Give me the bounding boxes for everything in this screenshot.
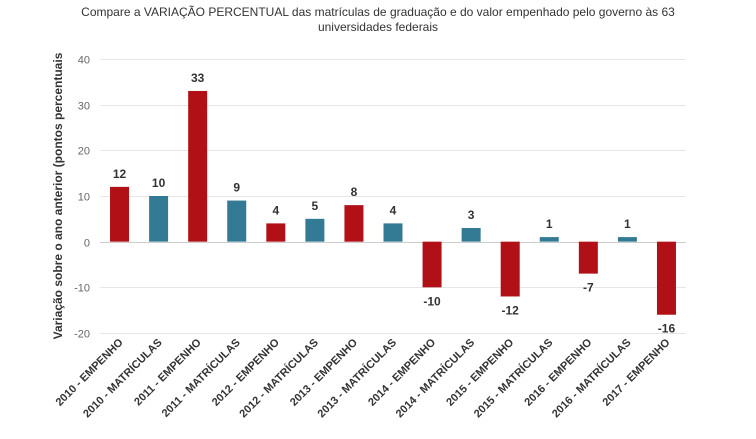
gridlines bbox=[100, 59, 686, 334]
x-tick-label: 2011 - EMPENHO bbox=[132, 336, 204, 408]
bar bbox=[617, 237, 637, 242]
bar bbox=[266, 223, 286, 242]
bars bbox=[110, 90, 676, 315]
data-label: 1 bbox=[624, 217, 631, 231]
x-tick-label: 2013 - MATRÍCULAS bbox=[315, 336, 399, 420]
data-label: -10 bbox=[423, 294, 441, 308]
bar bbox=[305, 218, 325, 242]
data-label: 8 bbox=[351, 185, 358, 199]
bar bbox=[149, 196, 169, 242]
data-label: 10 bbox=[152, 176, 166, 190]
x-tick-label: 2012 - EMPENHO bbox=[210, 336, 282, 408]
x-tick-label: 2011 - MATRÍCULAS bbox=[159, 336, 243, 420]
data-label: 9 bbox=[233, 181, 240, 195]
y-tick-label: 20 bbox=[78, 146, 90, 158]
bar bbox=[110, 186, 130, 242]
data-label: 4 bbox=[390, 203, 397, 217]
y-axis-label: Variação sobre o ano anterior (pontos pe… bbox=[51, 52, 65, 339]
bar bbox=[461, 227, 481, 242]
bar bbox=[578, 241, 598, 274]
y-tick-label: -20 bbox=[74, 329, 90, 341]
x-tick-label: 2010 - EMPENHO bbox=[54, 336, 126, 408]
y-tick-label: -10 bbox=[74, 283, 90, 295]
x-tick-label: 2014 - EMPENHO bbox=[366, 336, 438, 408]
bar bbox=[344, 205, 364, 242]
y-tick-label: 30 bbox=[78, 101, 90, 113]
bar bbox=[188, 90, 208, 242]
chart-title-line-1: Compare a VARIAÇÃO PERCENTUAL das matríc… bbox=[81, 5, 675, 19]
chart-title-line-2: universidades federais bbox=[318, 20, 438, 34]
x-tick-label: 2013 - EMPENHO bbox=[288, 336, 360, 408]
x-tick-label: 2015 - MATRÍCULAS bbox=[471, 336, 555, 420]
data-label: 12 bbox=[113, 167, 127, 181]
data-label: -16 bbox=[658, 322, 676, 336]
data-label: 5 bbox=[312, 199, 319, 213]
x-tick-label: 2014 - MATRÍCULAS bbox=[393, 336, 477, 420]
x-tick-label: 2017 - EMPENHO bbox=[601, 336, 673, 408]
bar bbox=[422, 241, 442, 288]
bar bbox=[539, 237, 559, 242]
x-tick-label: 2012 - MATRÍCULAS bbox=[237, 336, 321, 420]
bar bbox=[383, 223, 403, 242]
data-label: -12 bbox=[502, 303, 520, 317]
data-label: 4 bbox=[272, 203, 279, 217]
data-label: -7 bbox=[583, 281, 594, 295]
x-tick-label: 2016 - MATRÍCULAS bbox=[549, 336, 633, 420]
bar bbox=[227, 200, 247, 242]
data-label: 1 bbox=[546, 217, 553, 231]
bar bbox=[500, 241, 520, 297]
x-tick-label: 2015 - EMPENHO bbox=[444, 336, 516, 408]
x-tick-label: 2016 - EMPENHO bbox=[522, 336, 594, 408]
data-label: 33 bbox=[191, 71, 205, 85]
data-labels: 12 10 33 9 4 5 8 4 -10 3 -12 1 -7 1 -16 bbox=[113, 71, 676, 336]
y-tick-label: 10 bbox=[78, 192, 90, 204]
bar bbox=[656, 241, 676, 315]
y-axis-ticks: -20 -10 0 10 20 30 40 bbox=[74, 55, 90, 341]
x-tick-label: 2010 - MATRÍCULAS bbox=[80, 336, 164, 420]
data-label: 3 bbox=[468, 208, 475, 222]
y-tick-label: 40 bbox=[78, 55, 90, 67]
y-tick-label: 0 bbox=[84, 238, 90, 250]
